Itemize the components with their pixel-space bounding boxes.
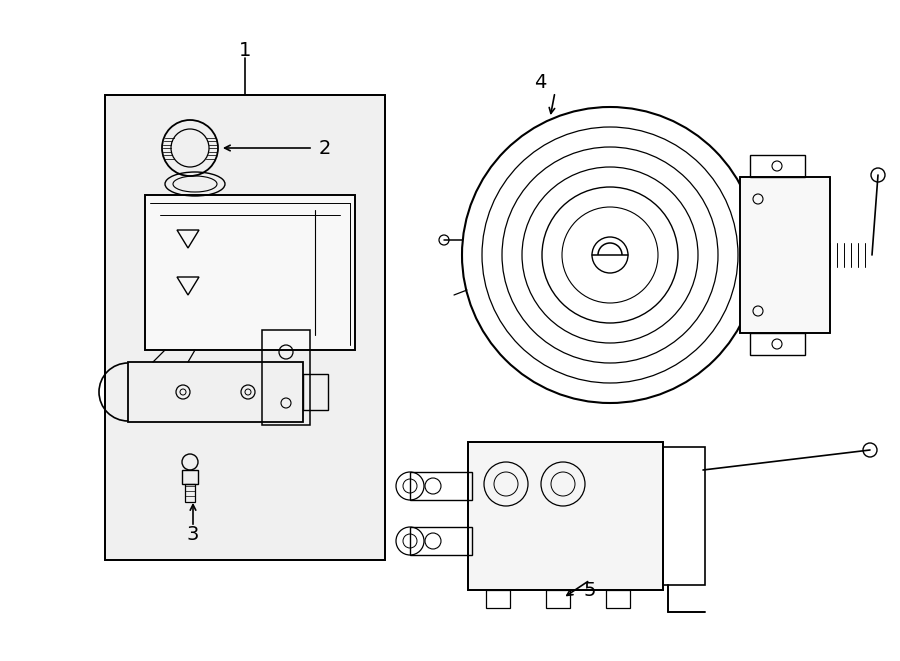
Bar xyxy=(740,177,830,333)
Bar xyxy=(546,590,570,608)
Text: 3: 3 xyxy=(187,525,199,545)
Bar xyxy=(185,484,195,502)
Bar xyxy=(145,195,355,350)
Bar xyxy=(410,527,472,555)
Bar xyxy=(750,155,805,177)
Bar xyxy=(468,442,663,590)
Bar xyxy=(468,442,663,590)
Bar xyxy=(182,470,198,484)
Text: 5: 5 xyxy=(584,580,596,600)
Bar xyxy=(740,177,830,333)
Bar xyxy=(105,95,385,560)
Bar xyxy=(262,330,310,425)
Bar xyxy=(663,447,705,585)
Bar xyxy=(105,95,385,560)
Bar xyxy=(486,590,510,608)
Bar xyxy=(606,590,630,608)
Text: 2: 2 xyxy=(319,139,331,157)
Text: 4: 4 xyxy=(534,73,546,91)
Bar xyxy=(303,374,328,410)
Bar xyxy=(410,472,472,500)
Bar xyxy=(128,362,303,422)
Bar xyxy=(750,333,805,355)
Text: 1: 1 xyxy=(238,40,251,59)
